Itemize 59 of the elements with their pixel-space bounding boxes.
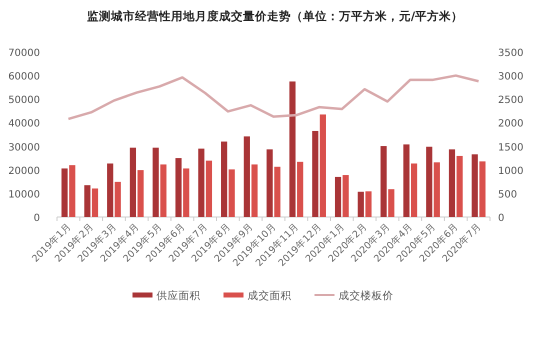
y-tick-label: 70000 (8, 48, 40, 59)
bar (342, 175, 349, 217)
y2-tick-label: 1000 (498, 166, 524, 177)
bar (228, 169, 235, 217)
y-tick-label: 0 (34, 213, 40, 224)
bar (456, 156, 463, 217)
y2-tick-label: 500 (498, 189, 518, 200)
bar (107, 163, 114, 217)
bar (61, 168, 68, 217)
bar (297, 162, 304, 217)
bar (434, 162, 440, 217)
bar (358, 192, 364, 217)
bar (365, 191, 372, 217)
y2-tick-label: 0 (498, 213, 504, 224)
bar (114, 182, 121, 217)
bar (472, 154, 478, 217)
bar (183, 168, 190, 217)
bar (69, 165, 76, 217)
bar (138, 170, 144, 217)
y-tick-label: 40000 (8, 118, 40, 130)
bar (380, 146, 387, 217)
bar (320, 114, 326, 217)
bar (289, 81, 296, 217)
y-tick-label: 50000 (8, 95, 40, 106)
y2-tick-label: 3000 (498, 72, 524, 83)
legend-label: 供应面积 (156, 289, 200, 302)
y2-tick-label: 3500 (498, 48, 524, 59)
bar (448, 149, 456, 217)
bar (84, 185, 90, 217)
y2-tick-label: 2000 (498, 118, 524, 130)
y-tick-label: 30000 (8, 142, 40, 154)
bar (251, 164, 258, 217)
y2-tick-label: 1500 (498, 142, 524, 154)
y2-tick-label: 2500 (498, 95, 524, 106)
bar (479, 161, 486, 217)
y-tick-label: 20000 (8, 166, 40, 177)
bar (198, 148, 204, 217)
bar (221, 142, 228, 217)
bar (312, 130, 318, 217)
line-series (67, 74, 480, 120)
bar (410, 163, 418, 217)
legend-label: 成交楼板价 (338, 289, 394, 302)
legend-label: 成交面积 (248, 289, 292, 302)
bar (334, 176, 342, 217)
bar (266, 149, 273, 217)
bar (206, 160, 212, 217)
bar (274, 166, 280, 217)
bar (244, 136, 250, 217)
bar (426, 146, 432, 217)
bar (388, 189, 394, 217)
y-tick-label: 10000 (8, 189, 40, 200)
bar (92, 188, 98, 217)
y-tick-label: 60000 (8, 72, 40, 83)
bar (175, 158, 182, 217)
bar (130, 148, 136, 217)
bar (152, 148, 159, 217)
bar (160, 164, 166, 217)
bar (403, 144, 410, 217)
chart-title: 监测城市经营性用地月度成交量价走势（单位：万平方米，元/平方米） (86, 9, 464, 23)
